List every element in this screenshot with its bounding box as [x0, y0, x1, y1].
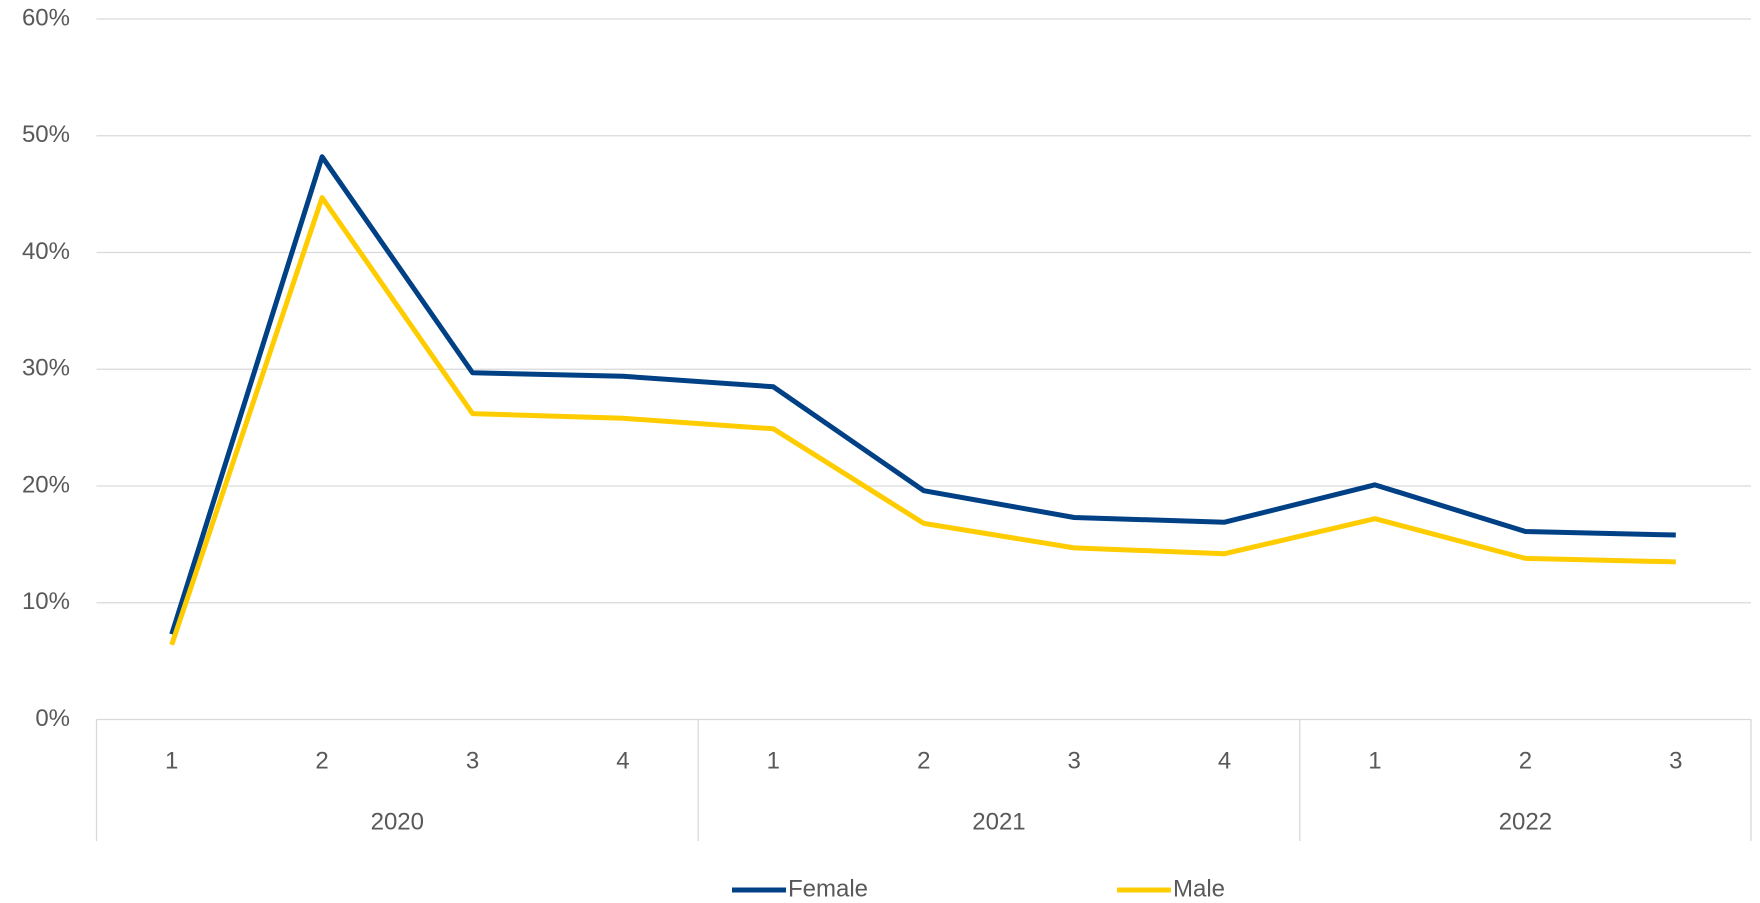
- group-label: 2022: [1499, 808, 1552, 835]
- x-tick-label: 1: [767, 747, 780, 774]
- y-tick-label: 60%: [22, 4, 70, 31]
- series-line: [169, 154, 1676, 636]
- x-tick-label: 2: [315, 747, 328, 774]
- group-label: 2020: [371, 808, 424, 835]
- series-line: [169, 195, 1676, 646]
- y-tick-label: 0%: [35, 705, 70, 732]
- x-tick-label: 3: [1669, 747, 1682, 774]
- x-tick-label: 1: [165, 747, 178, 774]
- y-tick-label: 10%: [22, 588, 70, 615]
- y-tick-label: 20%: [22, 471, 70, 498]
- group-label: 2021: [972, 808, 1025, 835]
- x-tick-label: 1: [1368, 747, 1381, 774]
- x-tick-label: 2: [1519, 747, 1532, 774]
- x-tick-label: 4: [1218, 747, 1231, 774]
- y-tick-label: 40%: [22, 238, 70, 265]
- legend-label: Female: [788, 875, 868, 902]
- x-tick-label: 2: [917, 747, 930, 774]
- x-tick-label: 3: [1067, 747, 1080, 774]
- y-tick-label: 50%: [22, 121, 70, 148]
- x-tick-label: 4: [616, 747, 629, 774]
- legend-label: Male: [1173, 875, 1225, 902]
- y-tick-label: 30%: [22, 355, 70, 382]
- x-tick-label: 3: [466, 747, 479, 774]
